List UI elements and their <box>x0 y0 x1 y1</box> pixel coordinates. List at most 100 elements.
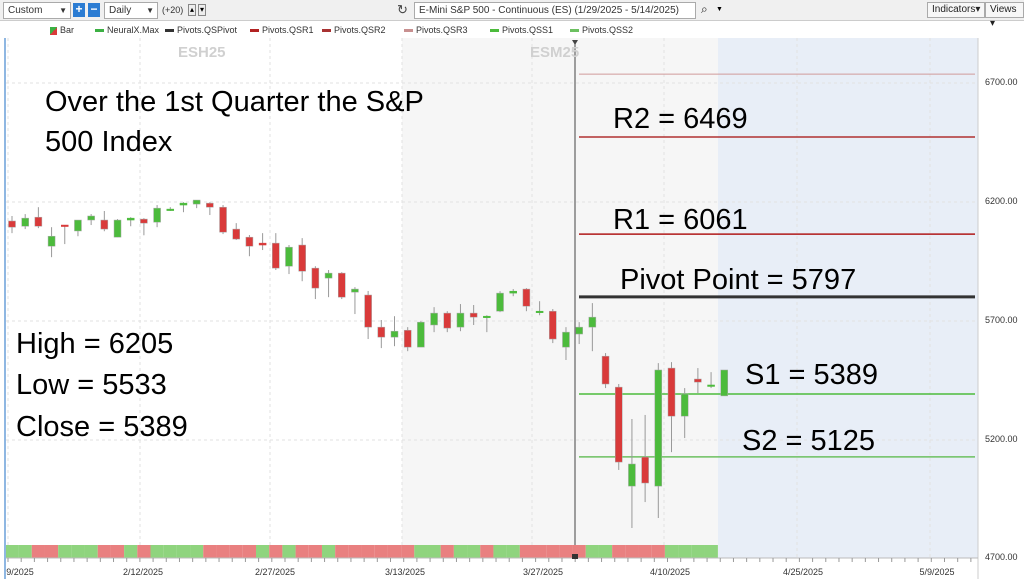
neuralx-segment <box>704 545 718 558</box>
legend-item[interactable]: Pivots.QSR1 <box>250 25 314 35</box>
neuralx-segment <box>229 545 243 558</box>
offset-down-button[interactable]: ▾ <box>198 4 206 16</box>
neuralx-segment <box>585 545 599 558</box>
legend-swatch <box>322 29 331 33</box>
candle-body <box>311 267 320 289</box>
y-axis-tick-label: 5200.00 <box>985 434 1018 444</box>
candle-body <box>377 326 386 338</box>
candle-body <box>179 202 188 206</box>
search-icon[interactable]: ⌕ <box>701 2 708 16</box>
candle-body <box>364 294 372 328</box>
y-axis-tick-label: 5700.00 <box>985 315 1018 325</box>
candle-body <box>601 355 610 385</box>
views-button[interactable]: Views ▾ <box>985 2 1024 29</box>
x-axis-tick-label: 4/25/2025 <box>782 567 824 577</box>
legend-item[interactable]: Bar <box>50 25 74 35</box>
candle-body <box>298 244 306 272</box>
neuralx-segment <box>598 545 613 558</box>
candle-body <box>61 224 69 227</box>
legend-swatch <box>490 29 499 33</box>
neuralx-segment <box>401 545 415 558</box>
neuralx-segment <box>203 545 217 558</box>
neuralx-segment <box>612 545 626 558</box>
indicators-label: Indicators <box>932 4 976 15</box>
headline-line2: 500 Index <box>45 126 173 158</box>
neuralx-segment <box>256 545 270 558</box>
legend-item[interactable]: Pivots.QSR3 <box>404 25 468 35</box>
legend-item[interactable]: Pivots.QSPivot <box>165 25 237 35</box>
neuralx-segment <box>321 545 336 558</box>
candle-body <box>680 393 689 417</box>
refresh-icon[interactable]: ↻ <box>397 2 408 17</box>
indicators-button[interactable]: Indicators▾ <box>927 2 986 18</box>
pivot-annotation: Pivot Point = 5797 <box>620 264 857 296</box>
interval-value: Daily <box>109 5 132 16</box>
candle-body <box>87 215 95 221</box>
chevron-down-icon[interactable]: ▼ <box>716 6 723 13</box>
neuralx-segment <box>269 545 283 558</box>
legend-label: Pivots.QSR2 <box>334 25 386 35</box>
x-axis-tick-label: 2/27/2025 <box>254 567 296 577</box>
symbol-input[interactable]: E-Mini S&P 500 - Continuous (ES) (1/29/2… <box>414 2 696 19</box>
neuralx-segment <box>242 545 257 558</box>
interval-select[interactable]: Daily ▼ <box>104 2 158 19</box>
neuralx-segment <box>124 545 138 558</box>
y-axis-tick-label: 4700.00 <box>985 552 1018 562</box>
contract-label: ESM25 <box>530 44 580 61</box>
r1-annotation: R1 = 6061 <box>613 204 748 236</box>
candle-body <box>140 218 148 224</box>
r2-annotation: R2 = 6469 <box>613 103 748 135</box>
candle-body <box>443 312 452 329</box>
range-value: Custom <box>8 5 43 16</box>
candle-body <box>34 216 43 227</box>
price-chart[interactable] <box>0 38 1024 579</box>
s2-annotation: S2 = 5125 <box>742 425 876 457</box>
neuralx-segment <box>638 545 652 558</box>
candle-body <box>100 219 109 230</box>
candle-body <box>351 288 359 293</box>
offset-up-button[interactable]: ▴ <box>188 4 196 16</box>
views-label: Views <box>990 4 1017 15</box>
neuralx-segment <box>18 545 32 558</box>
zoom-out-button[interactable]: − <box>88 3 100 17</box>
zoom-in-button[interactable]: + <box>73 3 85 17</box>
legend-label: Pivots.QSPivot <box>177 25 238 35</box>
candle-body <box>21 217 29 227</box>
neuralx-segment <box>44 545 59 558</box>
candle-body <box>8 220 16 228</box>
offset-label: (+20) <box>162 5 184 15</box>
neuralx-segment <box>467 545 481 558</box>
candle-body <box>496 292 504 312</box>
candle-body <box>245 236 254 247</box>
neuralx-segment <box>282 545 296 558</box>
candle-body <box>219 206 227 233</box>
candle-body <box>694 378 702 383</box>
x-axis-tick-label: 3/27/2025 <box>522 567 564 577</box>
legend-item[interactable]: Pivots.QSR2 <box>322 25 386 35</box>
legend-item[interactable]: NeuralX.Max <box>95 25 159 35</box>
neuralx-segment <box>361 545 375 558</box>
legend-swatch <box>50 26 57 35</box>
neuralx-segment <box>137 545 151 558</box>
neuralx-segment <box>387 545 402 558</box>
chart-title: E-Mini S&P 500 - Continuous (ES) (1/29/2… <box>419 5 679 16</box>
legend-item[interactable]: Pivots.QSS1 <box>490 25 553 35</box>
range-select[interactable]: Custom ▼ <box>3 2 71 19</box>
roll-marker-top <box>572 40 578 45</box>
candle-body <box>113 219 122 238</box>
neuralx-segment <box>546 545 560 558</box>
legend-item[interactable]: Pivots.QSS2 <box>570 25 633 35</box>
candle-body <box>628 463 636 487</box>
roll-marker-bottom <box>572 554 578 559</box>
candle-body <box>483 315 491 318</box>
candle-body <box>588 316 597 328</box>
candle-body <box>166 208 175 211</box>
neuralx-segment <box>664 545 679 558</box>
candle-body <box>654 369 663 487</box>
candle-body <box>47 235 56 247</box>
neuralx-segment <box>651 545 665 558</box>
legend-swatch <box>165 29 174 33</box>
neuralx-segment <box>97 545 111 558</box>
candle-body <box>575 326 583 335</box>
candle-body <box>153 207 161 223</box>
